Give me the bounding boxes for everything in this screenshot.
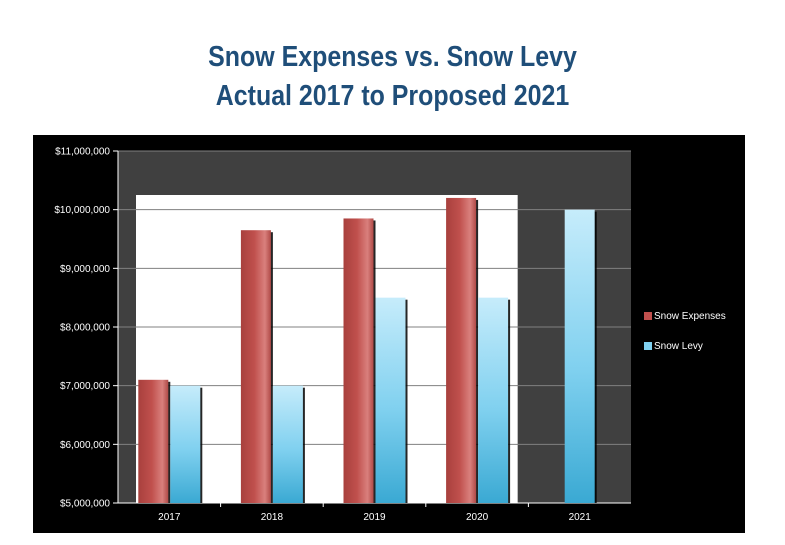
x-tick-label: 2021 — [569, 512, 592, 523]
y-tick-label: $5,000,000 — [60, 499, 110, 510]
bar-snow-expenses — [138, 379, 169, 503]
chart-title-line-2: Actual 2017 to Proposed 2021 — [215, 80, 570, 112]
legend-label: Snow Levy — [654, 341, 703, 352]
x-tick-label: 2018 — [261, 512, 284, 523]
x-tick-label: 2020 — [466, 512, 489, 523]
legend-swatch — [644, 342, 652, 350]
bar-snow-levy — [170, 385, 201, 503]
bar-snow-levy — [375, 297, 406, 503]
bar-snow-levy — [564, 209, 595, 503]
y-tick-label: $8,000,000 — [60, 323, 110, 334]
chart-title-line-1: Snow Expenses vs. Snow Levy — [208, 41, 577, 73]
bar-snow-expenses — [240, 230, 271, 503]
bar-snow-levy — [272, 385, 303, 503]
y-tick-label: $10,000,000 — [54, 205, 110, 216]
bar-snow-expenses — [446, 197, 477, 503]
bar-chart: $5,000,000 $6,000,000 $7,000,000 $8,000,000… — [54, 147, 726, 524]
x-tick-label: 2017 — [158, 512, 181, 523]
y-tick-label: $9,000,000 — [60, 264, 110, 275]
y-tick-label: $7,000,000 — [60, 381, 110, 392]
chart-title: Snow Expenses vs. Snow Levy Actual 2017 … — [0, 38, 785, 116]
y-tick-label: $6,000,000 — [60, 440, 110, 451]
legend-swatch — [644, 312, 652, 320]
legend-label: Snow Expenses — [654, 311, 726, 322]
y-tick-label: $11,000,000 — [55, 147, 110, 158]
x-tick-label: 2019 — [363, 512, 386, 523]
chart-frame: $5,000,000 $6,000,000 $7,000,000 $8,000,000… — [33, 135, 745, 533]
bar-snow-levy — [478, 297, 509, 503]
bar-snow-expenses — [343, 218, 374, 503]
